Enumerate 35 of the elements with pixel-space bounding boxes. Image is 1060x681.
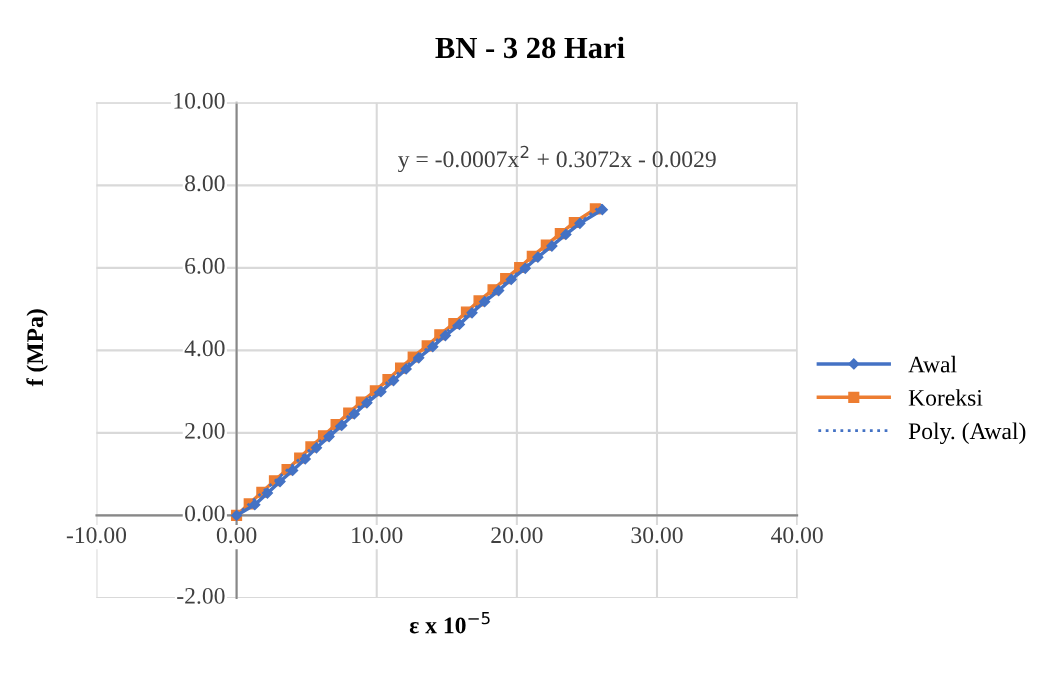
- legend-label: Awal: [908, 355, 957, 373]
- y-tick-label: 0.00: [185, 505, 225, 522]
- x-tick-label: 20.00: [491, 527, 543, 544]
- x-axis-title: ε x 10$^{−5}$: [409, 612, 490, 634]
- x-tick-label: 30.00: [631, 527, 683, 544]
- y-axis-title: f (MPa): [26, 309, 48, 387]
- point: [348, 408, 360, 420]
- y-tick-label: 8.00: [185, 175, 225, 192]
- annotation: y = -0.0007x$^{2}$ + 0.3072x - 0.0029: [398, 145, 716, 173]
- y-tick-label: 2.00: [185, 422, 225, 439]
- point: [274, 475, 286, 488]
- legend-label: Poly. (Awal): [908, 422, 1026, 445]
- x-tick-label: 0.00: [216, 527, 257, 544]
- point: [310, 442, 323, 454]
- x-tick-label: 40.00: [771, 527, 823, 544]
- point: [596, 204, 608, 216]
- legend-label: Koreksi: [908, 389, 983, 406]
- y-tick-label: 6.00: [185, 257, 225, 274]
- point: [375, 386, 387, 398]
- point: [574, 217, 586, 229]
- point: [505, 273, 517, 286]
- y-tick-label: -2.00: [177, 587, 225, 604]
- y-tick-label: 4.00: [184, 340, 225, 357]
- point: [560, 228, 572, 241]
- point: [261, 487, 274, 499]
- point: [427, 341, 439, 353]
- point: [299, 453, 311, 465]
- chart-title: BN - 3 28 Hari: [435, 36, 625, 59]
- y-tick-label: 10.00: [174, 92, 225, 109]
- x-tick-label: -10.00: [66, 527, 127, 544]
- point: [361, 397, 373, 409]
- point: [323, 430, 335, 443]
- x-tick-label: 10.00: [352, 527, 403, 544]
- point: [466, 307, 478, 319]
- point: [249, 499, 261, 511]
